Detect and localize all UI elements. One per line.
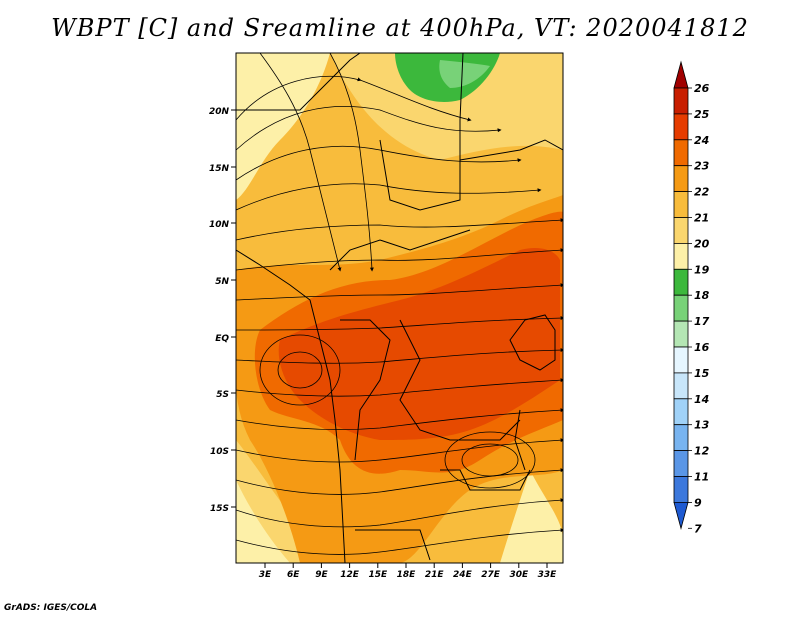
colorbar-swatch bbox=[673, 476, 689, 503]
lat-tick-label: EQ bbox=[215, 334, 229, 344]
colorbar-label: 15 bbox=[694, 367, 710, 380]
colorbar-bottom-arrow bbox=[673, 502, 689, 530]
lon-tick-label: 24E bbox=[453, 570, 473, 580]
lat-tick-label: 20N bbox=[209, 107, 230, 117]
colorbar-swatch bbox=[673, 87, 689, 115]
colorbar-label: 7 bbox=[694, 522, 702, 535]
latitude-axis: 20N 15N 10N 5N EQ 5S 10S 15S bbox=[209, 107, 236, 514]
lat-tick-label: 5N bbox=[215, 277, 229, 287]
lon-tick-label: 9E bbox=[315, 570, 328, 580]
lat-tick-label: 15N bbox=[209, 164, 230, 174]
lon-tick-label: 15E bbox=[368, 570, 388, 580]
lat-tick-label: 10S bbox=[210, 447, 229, 457]
chart-title: WBPT [C] and Sreamline at 400hPa, VT: 20… bbox=[51, 14, 749, 42]
colorbar-swatch bbox=[673, 268, 689, 296]
colorbar-label: 18 bbox=[694, 289, 710, 302]
lon-tick-label: 6E bbox=[287, 570, 300, 580]
colorbar-label: 9 bbox=[694, 496, 702, 509]
colorbar-swatch bbox=[673, 320, 689, 348]
colorbar-swatch bbox=[673, 191, 689, 218]
colorbar-label: 13 bbox=[694, 419, 710, 432]
colorbar-swatch bbox=[673, 242, 689, 270]
lon-tick-label: 21E bbox=[425, 570, 445, 580]
lon-tick-label: 18E bbox=[397, 570, 417, 580]
colorbar-swatch bbox=[673, 372, 689, 400]
streamlines bbox=[236, 53, 563, 555]
colorbar-swatch bbox=[673, 113, 689, 141]
colorbar-swatch bbox=[673, 165, 689, 192]
colorbar-swatch bbox=[673, 139, 689, 167]
colorbar-label: 14 bbox=[694, 393, 709, 406]
lon-tick-label: 12E bbox=[340, 570, 360, 580]
colorbar-label: 12 bbox=[694, 445, 710, 458]
colorbar-label: 19 bbox=[694, 263, 710, 276]
colorbar-top-arrow bbox=[673, 60, 689, 89]
wbpt-shading bbox=[236, 53, 563, 563]
lon-tick-label: 3E bbox=[259, 570, 272, 580]
colorbar-swatch bbox=[673, 398, 689, 426]
lat-tick-label: 5S bbox=[216, 390, 229, 400]
country-borders bbox=[236, 53, 563, 563]
colorbar-swatch bbox=[673, 450, 689, 477]
lat-tick-label: 15S bbox=[210, 504, 229, 514]
colorbar-label: 21 bbox=[694, 212, 709, 225]
colorbar-label: 17 bbox=[694, 315, 710, 328]
colorbar: 26 25 24 23 22 21 20 19 18 17 16 15 14 13 12 11 9 7 bbox=[673, 60, 710, 535]
lat-tick-label: 10N bbox=[209, 220, 230, 230]
colorbar-swatch bbox=[673, 424, 689, 452]
colorbar-swatch bbox=[673, 294, 689, 322]
colorbar-label: 26 bbox=[694, 82, 710, 95]
colorbar-label: 23 bbox=[694, 160, 710, 173]
colorbar-label: 20 bbox=[694, 237, 710, 250]
colorbar-swatch bbox=[673, 346, 689, 374]
map-frame bbox=[235, 52, 564, 564]
colorbar-label: 22 bbox=[694, 186, 710, 199]
colorbar-label: 16 bbox=[694, 341, 710, 354]
colorbar-label: 11 bbox=[694, 471, 709, 484]
grads-credit: GrADS: IGES/COLA bbox=[4, 603, 98, 613]
colorbar-label: 25 bbox=[694, 108, 710, 121]
lon-tick-label: 30E bbox=[509, 570, 529, 580]
longitude-axis: 3E 6E 9E 12E 15E 18E 21E 24E 27E 30E 33E bbox=[259, 563, 557, 580]
colorbar-label: 24 bbox=[694, 134, 709, 147]
lon-tick-label: 33E bbox=[538, 570, 558, 580]
lon-tick-label: 27E bbox=[481, 570, 501, 580]
colorbar-swatch bbox=[673, 217, 689, 244]
